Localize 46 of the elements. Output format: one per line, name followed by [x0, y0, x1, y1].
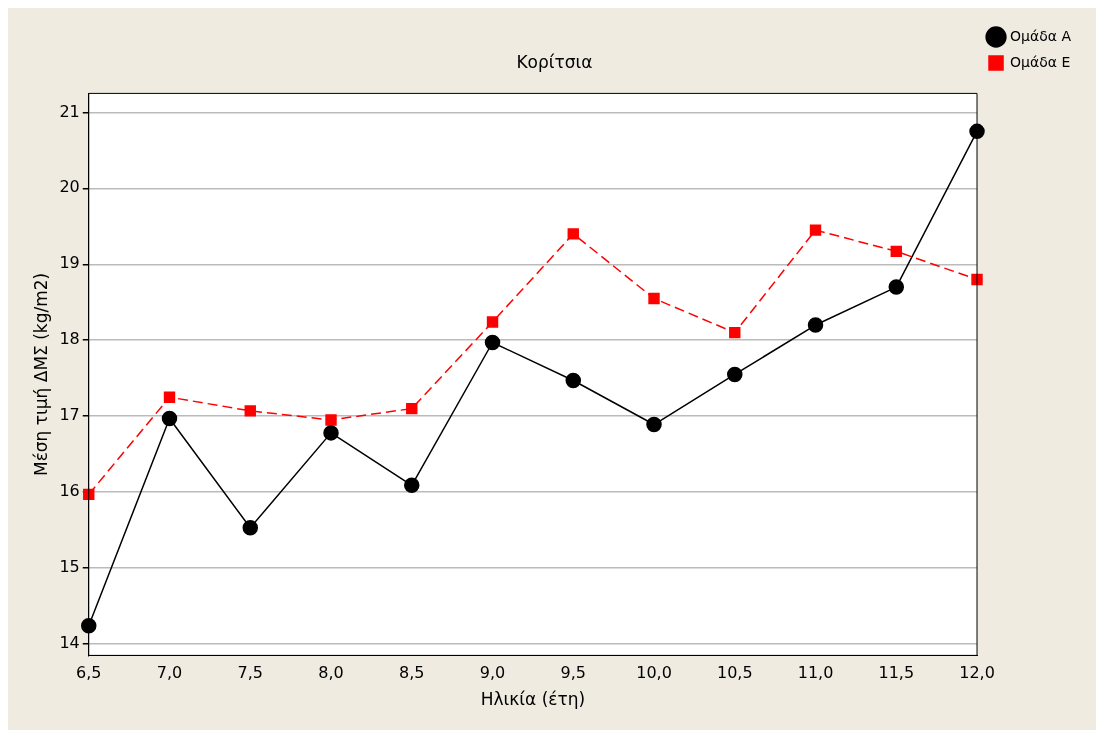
point: [890, 245, 902, 258]
point: [727, 366, 743, 383]
x-tick-label: 9,0: [479, 663, 506, 683]
point: [242, 520, 259, 536]
x-tick-label: 10,0: [636, 663, 672, 683]
point: [807, 317, 824, 333]
point: [325, 414, 337, 426]
point: [648, 292, 660, 305]
point: [565, 372, 582, 389]
x-tick-label: 7,5: [237, 663, 263, 683]
legend-label: Ομάδα Α: [1010, 27, 1072, 44]
point: [809, 224, 822, 236]
x-tick-label: 11,0: [797, 663, 834, 683]
point: [729, 326, 741, 339]
point: [888, 279, 905, 295]
y-tick-label: 18: [59, 329, 80, 349]
chart-title: Κορίτσια: [516, 51, 593, 72]
legend-label: Ομάδα Ε: [1010, 53, 1071, 70]
point: [404, 477, 420, 494]
y-tick-label: 19: [59, 253, 80, 273]
y-axis-title: Μέση τιμή ΔΜΣ (kg/m2): [30, 272, 51, 477]
point: [406, 402, 418, 415]
x-tick-label: 6,5: [76, 663, 102, 683]
point: [81, 618, 97, 634]
point: [484, 334, 501, 351]
x-tick-label: 7,0: [156, 663, 183, 683]
y-tick-label: 17: [59, 405, 80, 425]
y-tick-label: 14: [59, 633, 80, 653]
y-tick-label: 16: [59, 481, 80, 501]
y-tick-label: 15: [59, 557, 80, 577]
point: [646, 416, 662, 433]
point: [163, 391, 176, 403]
x-tick-label: 12,0: [959, 663, 995, 683]
x-tick-label: 8,5: [399, 663, 425, 683]
point: [486, 316, 499, 328]
point: [323, 425, 339, 441]
point: [244, 405, 256, 417]
y-tick-label: 20: [59, 177, 80, 197]
x-tick-label: 8,0: [318, 663, 344, 683]
point: [567, 228, 579, 240]
x-tick-label: 11,5: [878, 663, 915, 683]
y-tick-label: 21: [59, 101, 80, 121]
x-axis-title: Ηλικία (έτη): [480, 689, 586, 710]
x-tick-label: 9,5: [560, 663, 586, 683]
point: [161, 410, 178, 427]
x-tick-label: 10,5: [716, 663, 753, 683]
